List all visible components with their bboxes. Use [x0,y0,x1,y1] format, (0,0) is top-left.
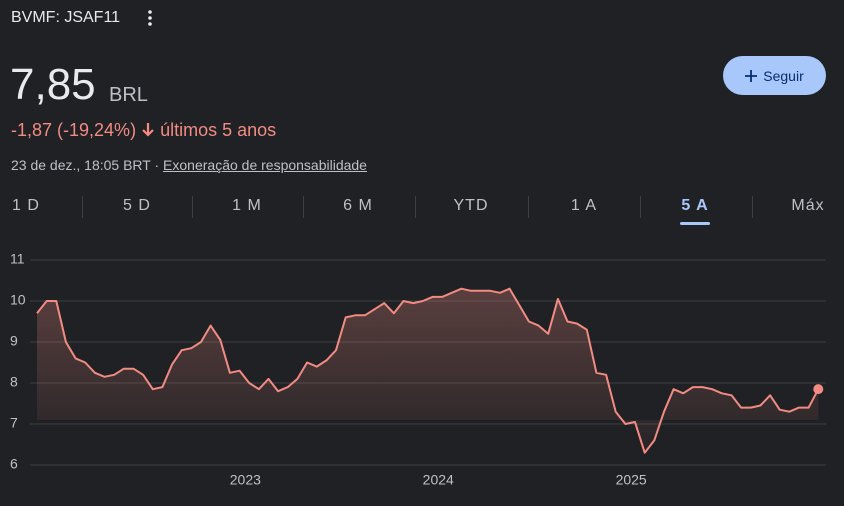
period: últimos 5 anos [160,120,277,140]
y-tick-label: 8 [10,374,18,390]
price-line [36,287,820,454]
symbol: BVMF: JSAF11 [11,9,121,26]
range-tab[interactable]: 1 M [232,197,262,214]
change: -1,87 (-19,24%) últimos 5 anos [11,120,276,141]
plus-icon [745,69,758,82]
y-tick-label: 9 [10,333,18,349]
y-tick-label: 11 [10,251,25,267]
down-arrow [142,123,154,137]
timestamp-line: 23 de dez., 18:05 BRT · Exoneração de re… [11,157,367,173]
y-tick-label: 6 [10,456,18,472]
tab-separator [639,196,641,218]
range-tab[interactable]: 1 D [12,197,40,214]
currency: BRL [109,84,148,106]
area-fill [37,288,819,453]
separator: · [154,157,160,173]
range-tab[interactable]: 1 A [570,197,598,214]
chart: 6 7 8 9 10 11 2023 2024 2025 [10,251,826,488]
y-tick-label: 10 [10,292,26,308]
tab-separator [527,196,529,218]
timestamp: 23 de dez., 18:05 BRT [11,157,151,173]
follow-button[interactable]: Seguir [723,56,826,95]
x-tick-label: 2024 [423,472,454,488]
range-tab[interactable]: 6 M [343,197,373,214]
y-tick-label: 7 [10,415,18,431]
range-tab[interactable]: 5 D [123,197,151,214]
tab-separator [414,196,416,218]
tab-separator [81,196,83,218]
tab-underline [680,222,710,225]
more-menu[interactable] [144,9,156,27]
follow-label: Seguir [763,67,804,84]
disclaimer-link[interactable]: Exoneração de responsabilidade [163,157,367,173]
price: 7,85 [10,60,96,109]
tab-separator [751,196,753,218]
tab-separator [302,196,304,218]
range-tab[interactable]: Máx [791,197,825,214]
tab-separator [192,196,193,218]
last-point [813,384,824,395]
range-tab[interactable]: 5 A [681,197,709,214]
change-value: -1,87 (-19,24%) [11,120,137,140]
x-tick-label: 2025 [616,472,647,488]
x-tick-label: 2023 [230,472,261,488]
range-tab[interactable]: YTD [453,197,489,214]
